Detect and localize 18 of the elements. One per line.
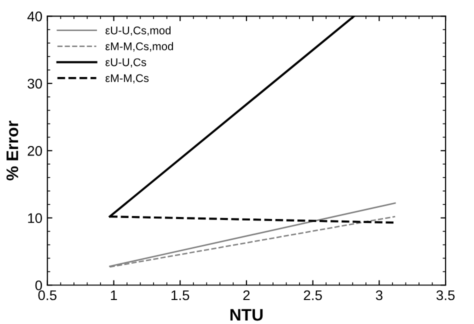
y-axis-title: % Error	[6, 120, 18, 180]
x-tick-label: 2.5	[304, 290, 322, 300]
x-axis-title: NTU	[230, 309, 263, 321]
x-tick-label: 0.5	[38, 290, 56, 300]
y-tick-label: 20	[28, 146, 42, 156]
legend-label: εU-U,Cs	[106, 58, 146, 68]
y-tick-label: 0	[35, 280, 42, 290]
legend-label: εM-M,Cs	[106, 74, 149, 84]
x-tick-label: 3.5	[436, 290, 455, 300]
y-tick-label: 10	[28, 213, 42, 224]
x-tick-label: 1.5	[172, 290, 190, 300]
y-tick-label: 30	[28, 78, 42, 89]
x-tick-label: 3	[376, 290, 382, 300]
legend-label: εM-M,Cs,mod	[106, 42, 173, 52]
x-tick-label: 1	[110, 290, 117, 300]
y-tick-label: 40	[27, 12, 42, 22]
x-tick-label: 2	[243, 290, 250, 300]
legend-label: εU-U,Cs,mod	[106, 26, 171, 36]
